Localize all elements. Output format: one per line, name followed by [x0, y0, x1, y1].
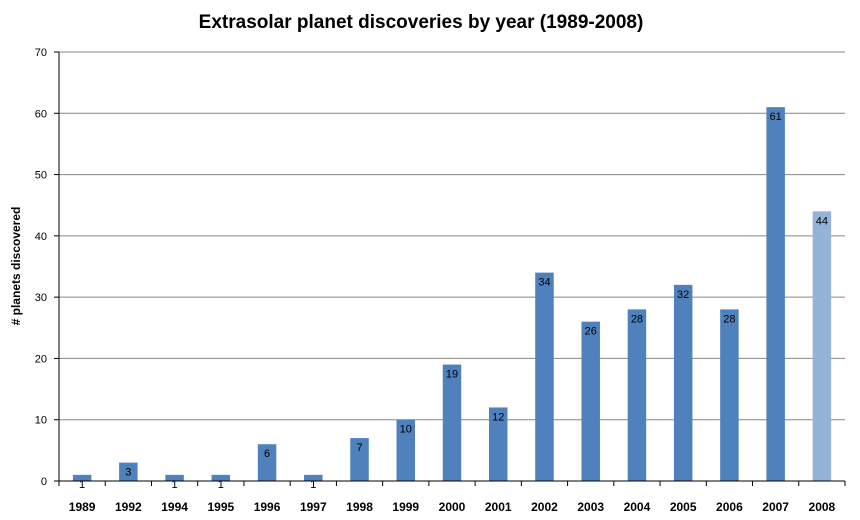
x-tick-label-2006: 2006 — [716, 500, 743, 514]
y-tick-label: 40 — [35, 231, 47, 243]
bar-1995 — [211, 474, 231, 481]
gridlines — [59, 51, 845, 421]
data-label-1994: 1 — [172, 479, 178, 491]
x-tick-label-1994: 1994 — [161, 500, 188, 514]
bar-2000 — [442, 364, 462, 481]
y-tick-label: 60 — [35, 108, 47, 120]
data-label-2004: 28 — [631, 313, 643, 325]
x-tick-label-2002: 2002 — [531, 500, 558, 514]
bar-1994 — [165, 474, 184, 481]
x-tick-label-2008: 2008 — [809, 500, 836, 514]
x-tick-labels: 1989 1992 1994 1995 1996 1997 1998 1999 2000 2001… — [69, 500, 836, 514]
data-label-2006: 28 — [723, 313, 735, 325]
bars — [72, 107, 832, 482]
bar-2003 — [581, 321, 600, 481]
y-axis-title: # planets discovered — [9, 207, 23, 326]
x-tick-label-2007: 2007 — [762, 500, 789, 514]
bar-1997 — [304, 474, 323, 481]
bar-1989 — [72, 474, 92, 481]
data-label-2008: 44 — [816, 215, 828, 227]
bar-1992 — [119, 462, 138, 481]
y-tick-labels: 0 10 20 30 40 50 60 70 — [35, 47, 47, 488]
data-label-2002: 34 — [538, 277, 550, 289]
y-tick-label: 30 — [35, 292, 47, 304]
y-tick-label: 20 — [35, 353, 47, 365]
bar-2005 — [673, 284, 693, 481]
x-tick-label-1999: 1999 — [392, 500, 419, 514]
bar-1999 — [396, 419, 416, 481]
data-label-2000: 19 — [446, 369, 458, 381]
y-tick-label: 70 — [35, 47, 47, 59]
x-tick-label-1995: 1995 — [207, 500, 234, 514]
data-label-2007: 61 — [770, 111, 782, 123]
axes — [54, 51, 846, 486]
y-tick-label: 0 — [41, 476, 47, 488]
bar-2004 — [627, 309, 647, 481]
x-tick-label-2003: 2003 — [577, 500, 604, 514]
bar-2001 — [488, 407, 508, 481]
chart-title: Extrasolar planet discoveries by year (1… — [199, 12, 644, 33]
x-tick-label-1996: 1996 — [254, 500, 281, 514]
y-tick-label: 10 — [35, 415, 47, 427]
bar-2007 — [766, 107, 785, 482]
data-label-1997: 1 — [310, 479, 316, 491]
data-label-1998: 7 — [356, 442, 362, 454]
data-label-1989: 1 — [79, 479, 85, 491]
bar-1998 — [350, 438, 369, 481]
data-label-2001: 12 — [492, 411, 504, 423]
bar-2002 — [535, 272, 554, 481]
y-tick-label: 50 — [35, 170, 47, 182]
x-tick-label-2005: 2005 — [670, 500, 697, 514]
x-tick-label-2004: 2004 — [624, 500, 651, 514]
x-tick-label-1989: 1989 — [69, 500, 96, 514]
data-label-1999: 10 — [400, 424, 412, 436]
x-tick-label-2000: 2000 — [439, 500, 466, 514]
data-label-2003: 26 — [585, 326, 597, 338]
x-tick-label-1997: 1997 — [300, 500, 327, 514]
bar-1996 — [257, 444, 277, 481]
x-tick-label-1992: 1992 — [115, 500, 142, 514]
x-tick-label-1998: 1998 — [346, 500, 373, 514]
data-label-1992: 3 — [125, 467, 131, 479]
bar-2006 — [720, 309, 739, 481]
bar-2008 — [812, 211, 832, 482]
data-label-1995: 1 — [218, 479, 224, 491]
x-tick-label-2001: 2001 — [485, 500, 512, 514]
data-label-2005: 32 — [677, 289, 689, 301]
data-label-1996: 6 — [264, 448, 270, 460]
